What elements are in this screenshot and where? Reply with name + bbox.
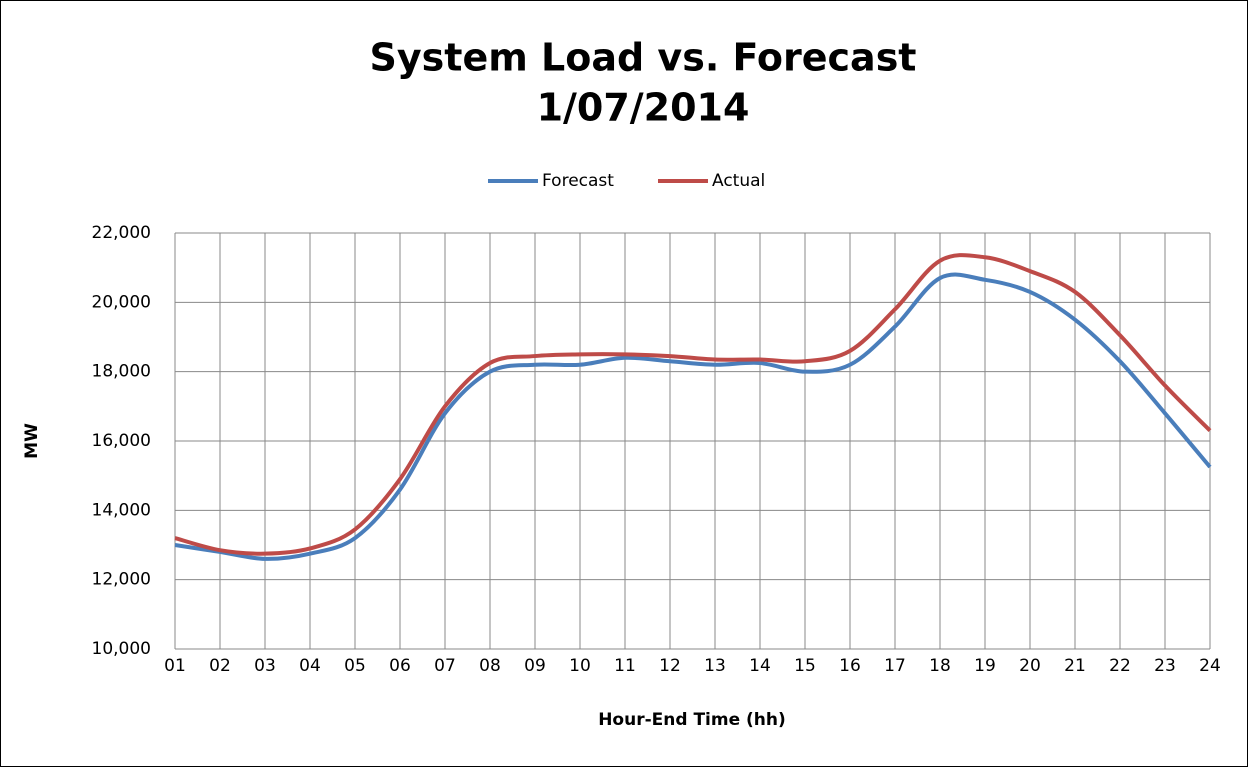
x-axis-title: Hour-End Time (hh) — [598, 710, 786, 730]
x-tick-label: 02 — [209, 656, 231, 676]
legend-label: Actual — [712, 171, 765, 191]
y-tick-label: 16,000 — [92, 431, 151, 451]
x-tick-label: 05 — [344, 656, 366, 676]
x-tick-label: 18 — [929, 656, 951, 676]
series-line — [174, 253, 1212, 556]
x-tick-label: 01 — [164, 656, 186, 676]
x-tick-label: 12 — [659, 656, 681, 676]
x-tick-label: 21 — [1064, 656, 1086, 676]
x-tick-label: 03 — [254, 656, 276, 676]
y-tick-label: 12,000 — [92, 570, 151, 590]
x-tick-label: 04 — [299, 656, 321, 676]
y-tick-label: 14,000 — [92, 500, 151, 520]
x-tick-label: 16 — [839, 656, 861, 676]
x-tick-label: 10 — [569, 656, 591, 676]
x-tick-label: 22 — [1109, 656, 1131, 676]
x-tick-label: 20 — [1019, 656, 1041, 676]
y-tick-label: 20,000 — [92, 292, 151, 312]
x-tick-label: 06 — [389, 656, 411, 676]
x-tick-label: 17 — [884, 656, 906, 676]
x-tick-label: 11 — [614, 656, 636, 676]
series-line — [174, 272, 1212, 561]
x-tick-label: 07 — [434, 656, 456, 676]
legend-label: Forecast — [542, 171, 614, 191]
x-tick-label: 23 — [1154, 656, 1176, 676]
x-tick-label: 08 — [479, 656, 501, 676]
x-tick-label: 15 — [794, 656, 816, 676]
x-tick-label: 24 — [1199, 656, 1221, 676]
x-tick-label: 09 — [524, 656, 546, 676]
x-tick-label: 13 — [704, 656, 726, 676]
chart-subtitle: 1/07/2014 — [537, 86, 750, 130]
y-tick-label: 22,000 — [92, 223, 151, 243]
x-tick-label: 14 — [749, 656, 771, 676]
y-axis-title: MW — [22, 423, 42, 459]
y-tick-label: 18,000 — [92, 362, 151, 382]
chart-title: System Load vs. Forecast — [370, 36, 917, 80]
x-tick-label: 19 — [974, 656, 996, 676]
y-tick-label: 10,000 — [92, 639, 151, 659]
